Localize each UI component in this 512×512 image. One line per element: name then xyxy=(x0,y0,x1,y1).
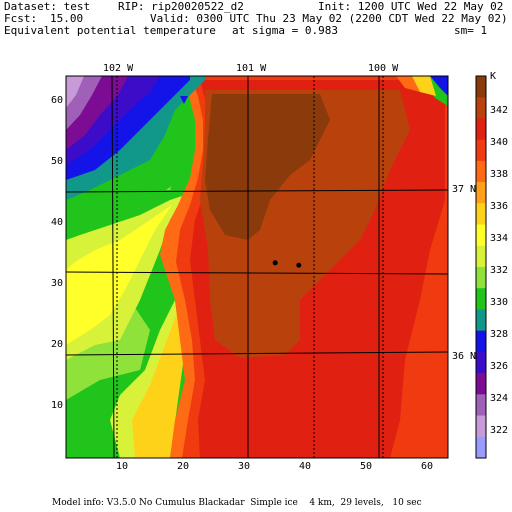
band-lavender xyxy=(66,76,84,108)
model-info: Model info: V3.5.0 No Cumulus Blackadar … xyxy=(52,498,422,508)
band-ne-orange xyxy=(396,76,420,92)
x-tick-30: 30 xyxy=(238,461,251,472)
band-yellow xyxy=(66,205,172,345)
colorbar-swatch xyxy=(476,415,486,438)
colorbar-swatch xyxy=(476,139,486,162)
station-marker xyxy=(296,262,302,268)
colorbar-label-332: 332 xyxy=(490,265,509,276)
band-ne-blue xyxy=(430,76,448,96)
station-markers xyxy=(272,260,302,268)
x-tick-20: 20 xyxy=(177,461,190,472)
colorbar-swatch xyxy=(476,203,486,226)
colorbar-swatch xyxy=(476,373,486,395)
y-tick-60: 60 xyxy=(51,95,64,106)
colorbar-swatch xyxy=(476,182,486,204)
y-tick-10: 10 xyxy=(51,400,64,411)
colorbar-swatch xyxy=(476,394,486,417)
sigma-label: at sigma = 0.983 xyxy=(232,24,338,37)
lon-label-100w: 100 W xyxy=(368,63,399,74)
colorbar-swatch xyxy=(476,436,486,459)
colorbar-swatch xyxy=(476,267,486,289)
x-tick-10: 10 xyxy=(116,461,129,472)
band-blue-spot xyxy=(180,96,188,104)
y-tick-50: 50 xyxy=(51,156,64,167)
lat-label-36n: 36 N xyxy=(452,351,477,362)
band-gold-south xyxy=(132,310,185,458)
rip-label: RIP: rip20020522_d2 xyxy=(118,0,244,13)
colorbar-label-336: 336 xyxy=(490,201,509,212)
fcst-value: 15.00 xyxy=(50,12,84,25)
colorbar-frame xyxy=(475,75,487,459)
colorbar-label-322: 322 xyxy=(490,425,509,436)
lon-label-101w: 101 W xyxy=(236,63,267,74)
lat-label-37n: 37 N xyxy=(452,184,477,195)
x-tick-50: 50 xyxy=(360,461,373,472)
colorbar-swatch xyxy=(476,160,486,183)
grid-lines xyxy=(65,75,449,459)
colorbar-swatch xyxy=(476,351,486,374)
band-brown xyxy=(205,94,330,240)
colorbar-swatch xyxy=(476,288,486,310)
map-frame xyxy=(65,75,449,459)
colorbar-swatch xyxy=(476,118,486,141)
colorbar-label-328: 328 xyxy=(490,329,509,340)
colorbar xyxy=(475,75,487,459)
colorbar-label-338: 338 xyxy=(490,169,509,180)
init-label: Init: 1200 UTC Wed 22 May 02 xyxy=(318,0,504,13)
station-marker xyxy=(272,260,278,266)
colorbar-label-334: 334 xyxy=(490,233,509,244)
field-name: Equivalent potential temperature xyxy=(4,24,216,37)
colorbar-label-340: 340 xyxy=(490,137,509,148)
colorbar-swatch xyxy=(476,76,486,98)
colorbar-swatch xyxy=(476,245,486,268)
colorbar-unit: K xyxy=(490,71,497,82)
y-tick-20: 20 xyxy=(51,339,64,350)
colorbar-swatch xyxy=(476,97,486,119)
lon-label-102w: 102 W xyxy=(103,63,134,74)
y-tick-30: 30 xyxy=(51,278,64,289)
colorbar-swatch xyxy=(476,309,486,332)
sm-label: sm= 1 xyxy=(454,24,488,37)
colorbar-swatch xyxy=(476,330,486,353)
dataset-label: Dataset: test xyxy=(4,0,91,13)
colorbar-label-326: 326 xyxy=(490,361,509,372)
colorbar-label-342: 342 xyxy=(490,105,509,116)
x-tick-60: 60 xyxy=(421,461,434,472)
contour-field xyxy=(66,76,448,458)
colorbar-label-324: 324 xyxy=(490,393,509,404)
colorbar-label-330: 330 xyxy=(490,297,509,308)
x-tick-40: 40 xyxy=(299,461,312,472)
fcst-label: Fcst: xyxy=(4,12,38,25)
valid-label: Valid: 0300 UTC Thu 23 May 02 (2200 CDT … xyxy=(150,12,508,25)
y-tick-40: 40 xyxy=(51,217,64,228)
colorbar-swatch xyxy=(476,224,486,247)
